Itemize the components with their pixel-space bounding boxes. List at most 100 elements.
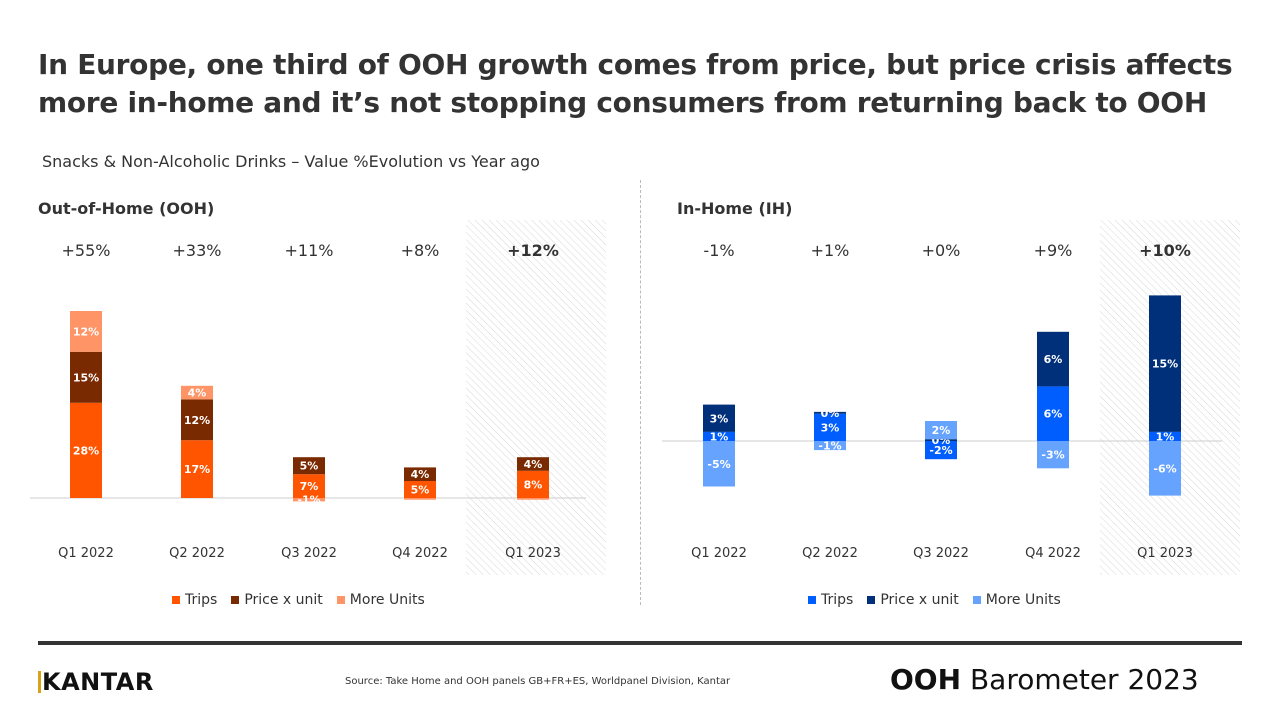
ih-total-label: +9% — [1034, 241, 1073, 260]
page-title: In Europe, one third of OOH growth comes… — [38, 48, 1233, 119]
ooh-category-label: Q3 2022 — [281, 546, 337, 561]
ooh-data-label: 4% — [188, 387, 207, 400]
ih-data-label: 2% — [932, 424, 951, 437]
ih-data-label: 1% — [1156, 430, 1175, 443]
ooh-data-label: -1% — [297, 494, 320, 507]
ih-category-label: Q2 2022 — [802, 546, 858, 561]
ih-bar-more-units — [814, 441, 846, 451]
ooh-total-label: +8% — [401, 241, 440, 260]
legend-label: Price x unit — [244, 592, 323, 608]
ooh-data-label: 12% — [184, 414, 210, 427]
ooh-data-label: 12% — [73, 325, 99, 338]
ih-data-label: -3% — [1041, 449, 1064, 462]
panel-divider — [640, 180, 641, 605]
ih-category-label: Q1 2023 — [1137, 546, 1193, 561]
ih-bar-price-x-unit — [1149, 295, 1181, 432]
legend-label: Trips — [185, 592, 218, 608]
ooh-bar-price-x-unit — [70, 351, 102, 403]
legend-label: Price x unit — [880, 592, 959, 608]
ih-total-label: +1% — [811, 241, 850, 260]
ooh-total-label: +12% — [507, 241, 559, 260]
ooh-data-label: 7% — [300, 480, 319, 493]
ih-category-label: Q3 2022 — [913, 546, 969, 561]
legend-swatch — [972, 596, 981, 604]
legend-item: More Units — [972, 592, 1061, 608]
legend-label: More Units — [349, 592, 425, 608]
ooh-total-label: +55% — [62, 241, 111, 260]
legend-swatch — [172, 596, 180, 604]
ooh-category-label: Q4 2022 — [392, 546, 448, 561]
ih-data-label: 15% — [1152, 358, 1178, 371]
legend-item: More Units — [336, 592, 425, 608]
ooh-bar-more-units — [404, 498, 436, 500]
ooh-bar-trips — [181, 440, 213, 498]
legend-item: Price x unit — [231, 592, 323, 608]
ih-data-label: 0% — [821, 407, 840, 420]
ih-bar-more-units — [703, 441, 735, 487]
ih-data-label: 3% — [821, 421, 840, 434]
ih-data-label: -2% — [929, 444, 952, 457]
legend-item: Trips — [172, 592, 217, 608]
ooh-data-label: 8% — [524, 478, 543, 491]
ooh-chart: 28% 15% 12% +55% Q1 2022 17% 12% 4% +33% Q2 2022 7… — [30, 220, 606, 575]
legend-swatch — [231, 596, 240, 604]
legend-item: Trips — [808, 592, 853, 608]
kantar-logo: KANTAR — [38, 668, 154, 696]
footer-rule — [38, 641, 1242, 645]
source-note: Source: Take Home and OOH panels GB+FR+E… — [345, 676, 731, 687]
subtitle: Snacks & Non-Alcoholic Drinks – Value %E… — [42, 152, 540, 171]
ooh-data-label: 17% — [184, 463, 210, 476]
ooh-bar-more-units — [181, 385, 213, 400]
ih-bar-trips — [925, 441, 957, 460]
ih-legend: Trips Price x unit More Units — [808, 592, 1061, 608]
ih-data-label: 6% — [1044, 408, 1063, 421]
ih-data-label: -1% — [818, 440, 841, 453]
ih-data-label: 1% — [710, 430, 729, 443]
ooh-panel-title: Out-of-Home (OOH) — [38, 199, 215, 218]
ih-bar-price-x-unit — [1037, 331, 1069, 387]
ooh-data-label: 15% — [73, 371, 99, 384]
legend-label: Trips — [821, 592, 854, 608]
ooh-category-label: Q1 2023 — [505, 546, 561, 561]
ih-panel-title: In-Home (IH) — [677, 199, 793, 218]
ooh-total-label: +33% — [173, 241, 222, 260]
ooh-bar-trips — [404, 481, 436, 498]
ooh-data-label: 4% — [411, 468, 430, 481]
ih-category-label: Q4 2022 — [1025, 546, 1081, 561]
ih-total-label: +0% — [922, 241, 961, 260]
ooh-data-label: 4% — [524, 458, 543, 471]
ooh-legend: Trips Price x unit More Units — [172, 592, 425, 608]
ooh-bar-price-x-unit — [517, 457, 549, 471]
ih-category-label: Q1 2022 — [691, 546, 747, 561]
ih-bar-trips — [1149, 431, 1181, 441]
legend-swatch — [808, 596, 816, 604]
ih-bar-trips — [1037, 386, 1069, 441]
ooh-bar-price-x-unit — [181, 399, 213, 441]
ooh-category-label: Q2 2022 — [169, 546, 225, 561]
ooh-bar-price-x-unit — [404, 467, 436, 481]
ooh-total-label: +11% — [285, 241, 334, 260]
highlight-region — [466, 220, 606, 575]
ooh-category-label: Q1 2022 — [58, 546, 114, 561]
ooh-data-label: 28% — [73, 444, 99, 457]
ih-bar-trips — [814, 413, 846, 441]
ih-bar-trips — [703, 431, 735, 441]
ooh-bar-price-x-unit — [293, 457, 325, 475]
legend-swatch — [336, 596, 345, 604]
legend-label: More Units — [985, 592, 1061, 608]
ih-total-label: -1% — [703, 241, 734, 260]
ih-data-label: 6% — [1044, 353, 1063, 366]
ooh-bar-more-units — [70, 311, 102, 352]
ooh-bar-more-units — [293, 498, 325, 502]
ih-data-label: -5% — [707, 458, 730, 471]
ih-total-label: +10% — [1139, 241, 1191, 260]
ih-bar-price-x-unit — [925, 439, 957, 441]
ooh-bar-more-units — [517, 498, 549, 500]
brand-title: OOH Barometer 2023 — [890, 663, 1199, 696]
ooh-bar-trips — [70, 402, 102, 498]
ih-bar-more-units — [925, 420, 957, 440]
ooh-data-label: 5% — [411, 484, 430, 497]
ih-bar-price-x-unit — [703, 404, 735, 432]
ih-bar-more-units — [1149, 441, 1181, 496]
